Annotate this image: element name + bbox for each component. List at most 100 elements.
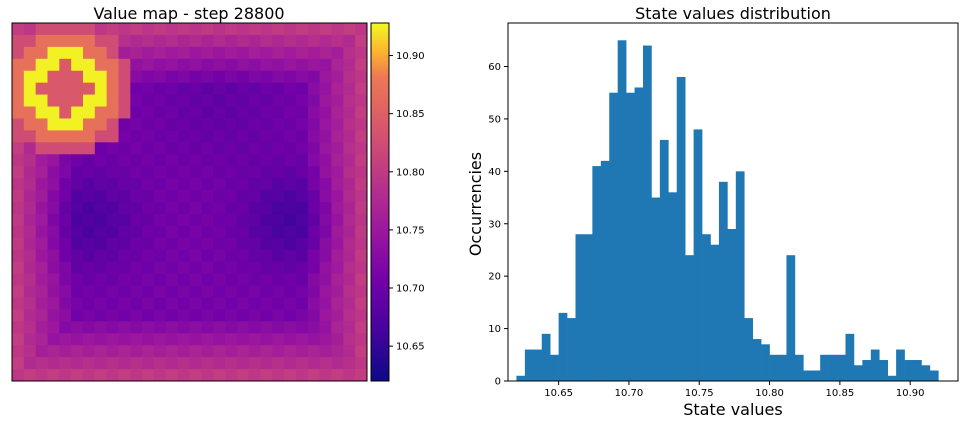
heatmap-cell — [189, 261, 202, 274]
heatmap-cell — [201, 70, 214, 84]
heatmap-cell — [23, 58, 37, 72]
heatmap-cell — [94, 309, 108, 322]
heatmap-cell — [165, 321, 179, 334]
heatmap-cell — [177, 118, 190, 131]
heatmap-cell — [165, 34, 179, 48]
heatmap-cell — [225, 46, 238, 60]
heatmap-cell — [201, 261, 214, 274]
heatmap-cell — [142, 166, 155, 179]
heatmap-cell — [35, 130, 48, 143]
heatmap-cell — [59, 297, 72, 310]
heatmap-cell — [47, 297, 60, 310]
heatmap-cell — [94, 166, 108, 179]
heatmap-cell — [331, 249, 344, 263]
heatmap-cell — [71, 261, 84, 274]
heatmap-cell — [177, 106, 190, 119]
heatmap-cell — [47, 225, 60, 239]
colorbar: 10.65 10.70 10.75 10.80 10.85 10.90 — [370, 22, 425, 382]
heatmap-cell — [331, 118, 344, 131]
heatmap-cell — [118, 58, 131, 72]
heatmap-cell — [331, 178, 344, 191]
heatmap-cell — [260, 249, 273, 263]
heatmap-cell — [319, 142, 332, 155]
heatmap-cell — [284, 309, 297, 322]
histogram-bar — [913, 360, 922, 381]
heatmap-cell — [236, 23, 250, 36]
heatmap-cell — [59, 321, 72, 334]
heatmap-cell — [71, 46, 84, 60]
heatmap-cell — [35, 34, 48, 48]
heatmap-cell — [272, 118, 285, 131]
histogram-bar — [811, 370, 821, 381]
heatmap-cell — [248, 94, 261, 107]
heatmap-cell — [12, 82, 25, 95]
heatmap-cell — [319, 70, 332, 84]
heatmap-cell — [23, 225, 37, 239]
heatmap-cell — [355, 34, 368, 48]
heatmap-cell — [59, 58, 72, 72]
heatmap-cell — [83, 46, 96, 60]
heatmap-cell — [284, 285, 297, 298]
heatmap-cell — [71, 130, 84, 143]
heatmap-cell — [319, 249, 332, 263]
heatmap-cell — [260, 70, 273, 84]
heatmap-cell — [319, 345, 332, 358]
histogram-bar — [879, 360, 888, 381]
heatmap-cell — [154, 249, 167, 263]
heatmap-cell — [331, 154, 344, 167]
heatmap-cell — [47, 369, 60, 382]
heatmap-cell — [355, 297, 368, 310]
heatmap-cell — [23, 70, 37, 84]
histogram-bar — [710, 244, 720, 381]
heatmap-cell — [94, 225, 108, 239]
heatmap-cell — [35, 333, 48, 346]
heatmap-cell — [225, 23, 238, 36]
histogram-ytick-label: 60 — [488, 62, 501, 73]
heatmap-cell — [189, 82, 202, 95]
heatmap-cell — [59, 357, 72, 370]
heatmap-cell — [177, 34, 190, 48]
heatmap-cell — [213, 261, 226, 274]
heatmap-cell — [118, 273, 131, 286]
heatmap-cell — [236, 46, 250, 60]
heatmap-cell — [213, 154, 226, 167]
heatmap-cell — [130, 130, 143, 143]
heatmap-cell — [319, 118, 332, 131]
heatmap-cell — [225, 118, 238, 131]
heatmap-cell — [225, 333, 238, 346]
heatmap-cell — [106, 23, 119, 36]
heatmap-cell — [106, 154, 119, 167]
heatmap-cell — [83, 309, 96, 322]
heatmap-cell — [118, 321, 131, 334]
heatmap-cell — [23, 94, 37, 107]
heatmap-cell — [260, 213, 273, 227]
heatmap-cell — [154, 357, 167, 370]
heatmap-cell — [23, 34, 37, 48]
heatmap-cell — [225, 369, 238, 382]
heatmap-cell — [189, 190, 202, 203]
heatmap-cell — [177, 70, 190, 84]
heatmap-cell — [94, 190, 108, 203]
heatmap-cell — [118, 130, 131, 143]
heatmap-cell — [12, 118, 25, 131]
heatmap-cell — [165, 46, 179, 60]
heatmap-cell — [130, 321, 143, 334]
heatmap-cell — [12, 94, 25, 107]
heatmap-cell — [118, 225, 131, 239]
heatmap-frame — [11, 22, 368, 382]
heatmap-cell — [154, 70, 167, 84]
heatmap-cell — [35, 285, 48, 298]
heatmap-cell — [213, 202, 226, 215]
heatmap-cell — [118, 154, 131, 167]
heatmap-cell — [94, 321, 108, 334]
heatmap-cell — [201, 23, 214, 36]
heatmap-cell — [177, 213, 190, 227]
heatmap-cell — [355, 190, 368, 203]
heatmap-cell — [225, 166, 238, 179]
heatmap-cell — [343, 82, 356, 95]
heatmap-cell — [260, 142, 273, 155]
heatmap-cell — [248, 34, 261, 48]
heatmap-cell — [23, 118, 37, 131]
heatmap-cell — [319, 213, 332, 227]
heatmap-cell — [154, 237, 167, 251]
